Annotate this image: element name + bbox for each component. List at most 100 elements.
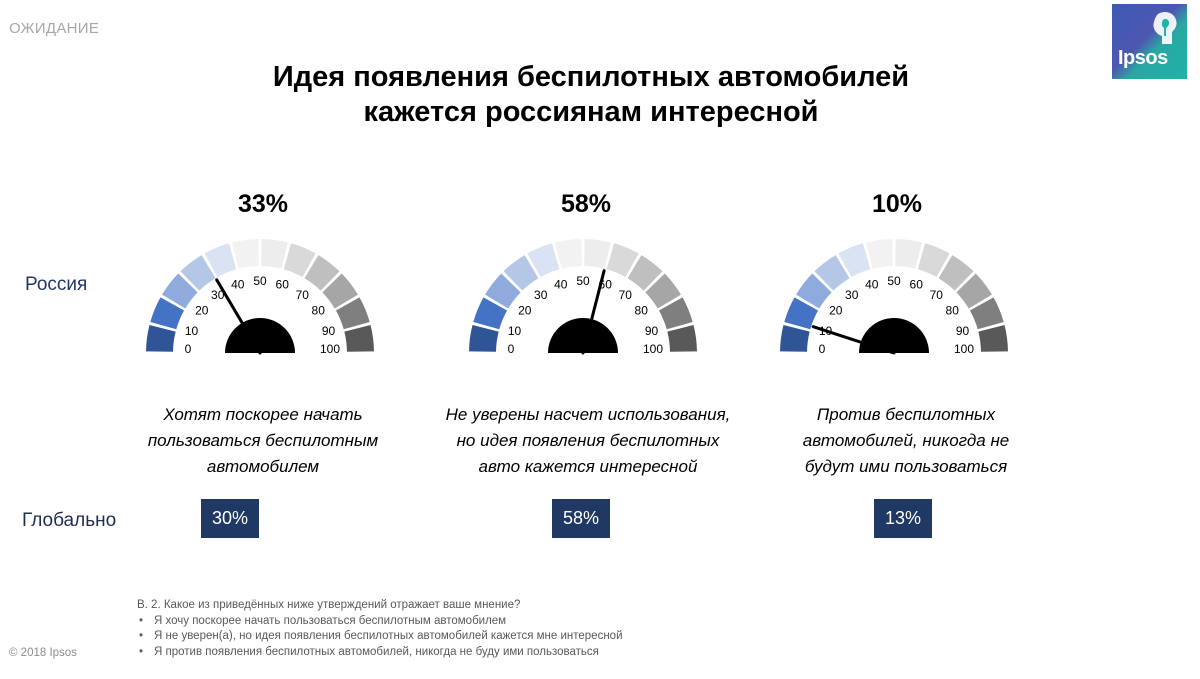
gauge-tick-label: 0	[819, 342, 826, 356]
gauge-tick-label: 30	[534, 288, 548, 302]
gauge-hub	[548, 318, 618, 353]
gauge-segment	[796, 273, 832, 309]
gauge-tick-label: 40	[231, 278, 245, 292]
gauge-percent-label: 33%	[237, 190, 289, 218]
gauge-segment	[606, 243, 639, 278]
gauge-segment	[527, 243, 560, 278]
footnote-item: Я хочу поскорее начать пользоваться бесп…	[137, 614, 623, 630]
gauge-tick-label: 10	[508, 324, 522, 338]
gauge-russia-1: 33% 0 10 20 30 40 50 60 70 80 90 100	[143, 190, 383, 370]
description-line: автомобилем	[206, 457, 320, 476]
gauge-segment	[627, 255, 663, 291]
description-line: будут ими пользоваться	[804, 457, 1008, 476]
gauge-segment	[784, 297, 819, 330]
page-title-line-1: Идея появления беспилотных автомобилей	[272, 61, 910, 93]
description-line: Не уверены насчет использования,	[445, 405, 731, 424]
gauge-segment	[304, 255, 340, 291]
row-label-russia: Россия	[25, 274, 88, 295]
gauge-tick-label: 30	[845, 288, 859, 302]
gauge-needle	[581, 269, 606, 355]
gauge-tick-label: 80	[635, 304, 649, 318]
description-line: Хотят поскорее начать	[163, 405, 363, 424]
gauge-segment	[667, 325, 697, 352]
gauge-tick-label: 100	[320, 342, 340, 356]
ipsos-logo: Ipsos	[1112, 4, 1187, 79]
gauge-description-1: Хотят поскорее начать пользоваться беспи…	[113, 402, 413, 480]
gauge-tick-label: 70	[296, 288, 310, 302]
description-line: пользоваться беспилотным	[147, 431, 379, 450]
gauge-segment	[261, 239, 288, 269]
gauge-segment	[658, 297, 693, 330]
gauge-tick-label: 0	[508, 342, 515, 356]
gauge-segment	[469, 325, 499, 352]
gauge-segment	[866, 239, 893, 269]
gauge-segment	[232, 239, 259, 269]
logo-text: Ipsos	[1118, 47, 1168, 69]
gauge-tick-label: 20	[829, 304, 843, 318]
gauge-segment	[322, 273, 358, 309]
gauge-tick-label: 100	[643, 342, 663, 356]
gauge-segment	[162, 273, 198, 309]
gauge-segment	[584, 239, 611, 269]
gauge-segment	[780, 325, 810, 352]
gauge-segment	[335, 297, 370, 330]
page-title-line-2: кажется россиянам интересной	[363, 96, 819, 128]
gauge-tick-label: 80	[312, 304, 326, 318]
gauge-percent-label: 58%	[560, 190, 612, 218]
gauge-tick-label: 20	[195, 304, 209, 318]
gauge-needle	[811, 325, 896, 355]
gauge-russia-2: 58% 0 10 20 30 40 50 60 70 80 90 100	[466, 190, 706, 370]
gauge-tick-label: 100	[954, 342, 974, 356]
gauge-needle	[215, 278, 262, 355]
gauge-tick-label: 0	[185, 342, 192, 356]
gauge-tick-label: 30	[211, 288, 225, 302]
section-label: ОЖИДАНИЕ	[9, 20, 100, 37]
gauge-tick-label: 90	[956, 324, 970, 338]
gauge-tick-label: 50	[887, 274, 901, 288]
description-line: авто кажется интересной	[478, 457, 698, 476]
gauge-tick-label: 10	[185, 324, 199, 338]
gauge-tick-label: 40	[554, 278, 568, 292]
gauge-segment	[344, 325, 374, 352]
gauge-segment	[956, 273, 992, 309]
gauge-tick-label: 60	[910, 278, 924, 292]
footnote-question: В. 2. Какое из приведённых ниже утвержде…	[137, 599, 521, 611]
footnote-item: Я против появления беспилотных автомобил…	[137, 645, 623, 661]
gauge-hub	[859, 318, 929, 353]
gauge-segment	[895, 239, 922, 269]
gauge-tick-label: 60	[276, 278, 290, 292]
global-value-badge-2: 58%	[552, 499, 610, 538]
footnote: В. 2. Какое из приведённых ниже утвержде…	[137, 598, 623, 660]
gauge-segment	[485, 273, 521, 309]
gauge-segment	[180, 255, 216, 291]
gauge-tick-label: 50	[253, 274, 267, 288]
gauge-segment	[969, 297, 1004, 330]
gauge-segment	[555, 239, 582, 269]
gauge-description-2: Не уверены насчет использования, но идея…	[423, 402, 753, 480]
gauge-segment	[150, 297, 185, 330]
gauge-tick-label: 90	[645, 324, 659, 338]
gauge-segment	[473, 297, 508, 330]
copyright: © 2018 Ipsos	[9, 647, 77, 659]
footnote-item: Я не уверен(а), но идея появления беспил…	[137, 629, 623, 645]
gauge-segment	[204, 243, 237, 278]
description-line: Против беспилотных	[816, 405, 996, 424]
logo-figure-icon	[1153, 12, 1177, 44]
global-value-badge-3: 13%	[874, 499, 932, 538]
gauge-segment	[978, 325, 1008, 352]
gauge-segment	[938, 255, 974, 291]
gauge-description-3: Против беспилотных автомобилей, никогда …	[756, 402, 1056, 480]
gauge-tick-label: 50	[576, 274, 590, 288]
gauge-segment	[814, 255, 850, 291]
gauge-tick-label: 90	[322, 324, 336, 338]
global-value-badge-1: 30%	[201, 499, 259, 538]
row-label-global: Глобально	[22, 510, 117, 531]
gauge-tick-label: 40	[865, 278, 879, 292]
gauge-tick-label: 80	[946, 304, 960, 318]
page-title: Идея появления беспилотных автомобилей к…	[0, 60, 1182, 130]
description-line: автомобилей, никогда не	[802, 431, 1010, 450]
